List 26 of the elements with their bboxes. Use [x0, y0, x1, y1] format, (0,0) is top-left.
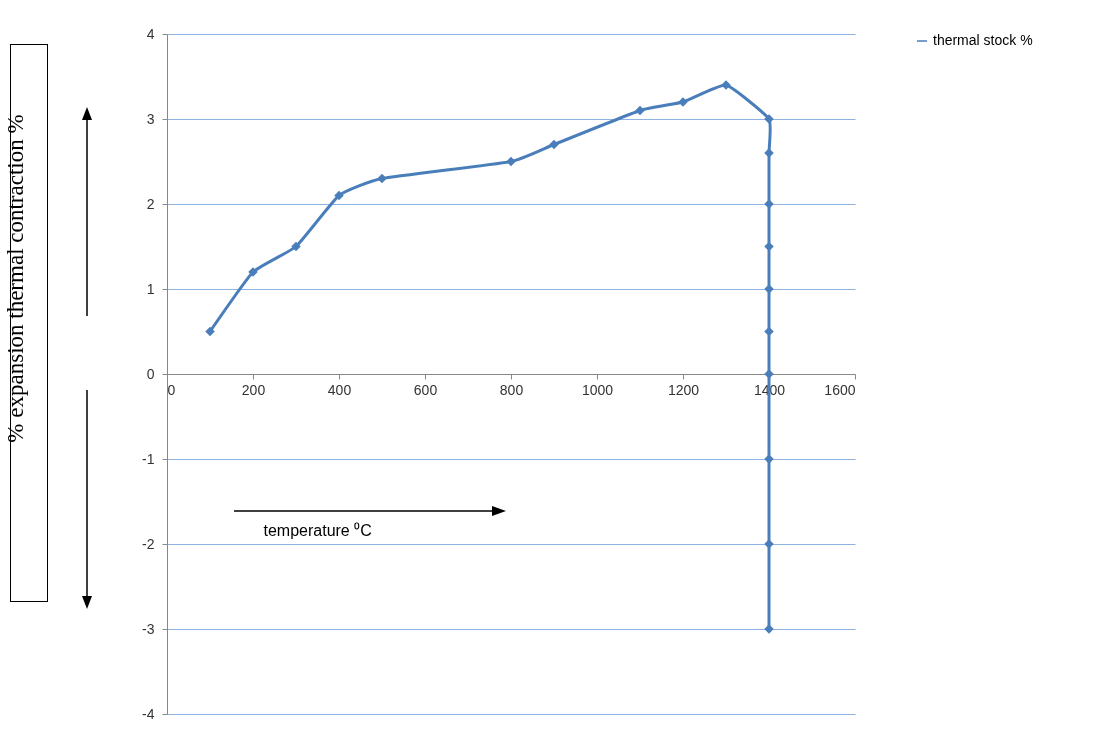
point: [377, 173, 387, 184]
point: [334, 190, 344, 201]
x-tick-label: 600: [413, 381, 438, 398]
point: [205, 326, 215, 337]
y-tick-label: -2: [142, 535, 155, 552]
y-tick-label: -4: [142, 705, 155, 722]
y-tick-label: 4: [146, 25, 155, 42]
y-tick-label: -3: [142, 620, 155, 637]
legend-label: thermal stock %: [933, 32, 1033, 48]
point: [506, 156, 516, 167]
y-tick-label: -1: [142, 450, 155, 467]
y-tick-label: 2: [146, 195, 155, 212]
y-tick-label: 3: [146, 110, 155, 127]
point: [635, 105, 645, 116]
x-tick-label: 400: [327, 381, 352, 398]
point: [549, 139, 559, 150]
x-tick-label: 1000: [581, 381, 614, 398]
x-tick-label: 0: [167, 381, 176, 398]
x-tick-label: 800: [499, 381, 524, 398]
y-tick-label: 0: [146, 365, 155, 382]
x-tick-label: 1200: [667, 381, 700, 398]
y-tick-label: 1: [146, 280, 155, 297]
x-tick-label: 1600: [824, 381, 856, 398]
point: [291, 241, 301, 252]
x-tick-label: 200: [241, 381, 266, 398]
x-axis-title: temperature ⁰C: [263, 521, 372, 539]
